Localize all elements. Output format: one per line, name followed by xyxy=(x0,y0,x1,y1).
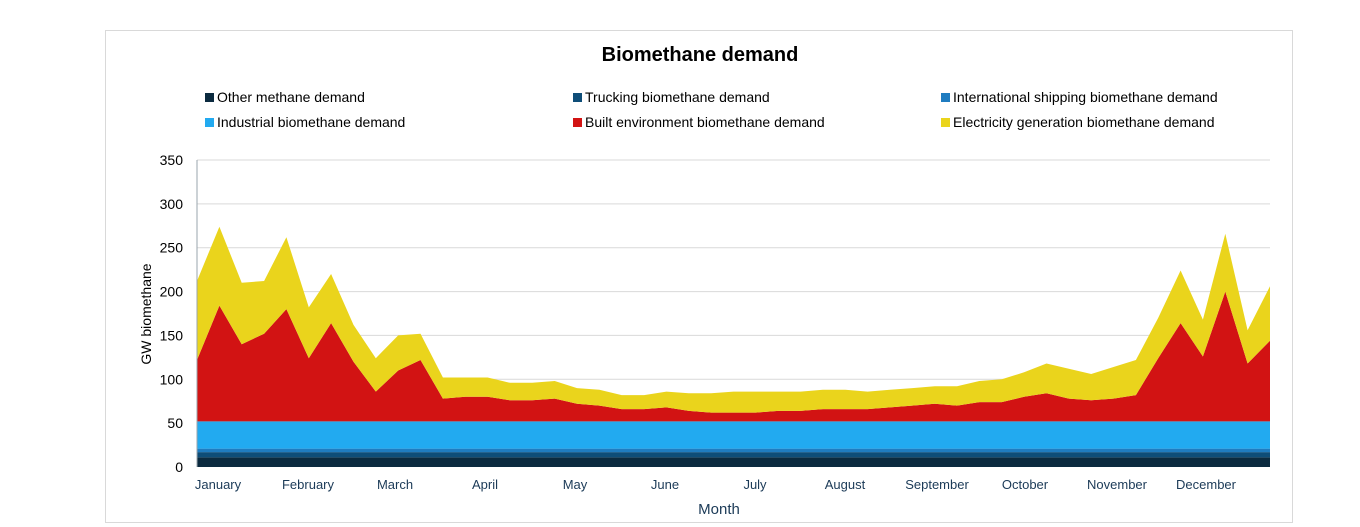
legend-item-other-methane: Other methane demand xyxy=(205,89,365,105)
y-tick-label: 150 xyxy=(160,327,184,343)
series-area-3 xyxy=(197,421,1270,449)
legend-item-built-environment: Built environment biomethane demand xyxy=(573,114,825,130)
x-tick-label: July xyxy=(743,477,767,492)
legend-item-shipping: International shipping biomethane demand xyxy=(941,89,1218,105)
legend-item-electricity: Electricity generation biomethane demand xyxy=(941,114,1215,130)
x-tick-label: December xyxy=(1176,477,1237,492)
x-tick-label: November xyxy=(1087,477,1148,492)
y-tick-label: 350 xyxy=(160,152,184,168)
legend-swatch-icon xyxy=(573,117,582,127)
series-area-1 xyxy=(197,452,1270,458)
x-tick-label: June xyxy=(651,477,679,492)
x-tick-label: May xyxy=(563,477,588,492)
y-tick-label: 0 xyxy=(175,459,183,475)
y-tick-label: 50 xyxy=(167,415,183,431)
legend-item-trucking: Trucking biomethane demand xyxy=(573,89,770,105)
x-tick-label: April xyxy=(472,477,498,492)
legend-label: Electricity generation biomethane demand xyxy=(953,114,1215,130)
legend-label: Built environment biomethane demand xyxy=(585,114,825,130)
stacked-areas xyxy=(197,226,1270,467)
y-tick-label: 200 xyxy=(160,284,184,300)
y-tick-label: 300 xyxy=(160,196,184,212)
y-axis-label: GW biomethane xyxy=(138,263,154,364)
x-tick-label: February xyxy=(282,477,335,492)
legend-swatch-icon xyxy=(205,92,214,102)
legend-item-industrial: Industrial biomethane demand xyxy=(205,114,405,130)
legend-swatch-icon xyxy=(205,117,214,127)
x-tick-label: August xyxy=(825,477,866,492)
x-tick-label: October xyxy=(1002,477,1049,492)
chart-title: Biomethane demand xyxy=(601,44,799,66)
x-tick-label: September xyxy=(905,477,969,492)
legend-swatch-icon xyxy=(941,92,950,102)
legend-label: Industrial biomethane demand xyxy=(217,114,406,130)
legend-swatch-icon xyxy=(941,117,950,127)
y-tick-label: 100 xyxy=(160,371,184,387)
legend-swatch-icon xyxy=(573,92,582,102)
y-tick-labels: 0 50 100 150 200 250 300 350 xyxy=(160,152,184,475)
legend-label: International shipping biomethane demand xyxy=(953,89,1218,105)
legend-label: Trucking biomethane demand xyxy=(585,89,770,105)
x-tick-label: March xyxy=(377,477,413,492)
series-area-2 xyxy=(197,448,1270,453)
x-axis-label: Month xyxy=(698,501,740,518)
legend-label: Other methane demand xyxy=(217,89,365,105)
series-area-4 xyxy=(197,291,1270,422)
y-tick-label: 250 xyxy=(160,240,184,256)
x-tick-labels: January February March April May June July Augu… xyxy=(195,477,1237,492)
series-area-0 xyxy=(197,457,1270,467)
x-tick-label: January xyxy=(195,477,242,492)
